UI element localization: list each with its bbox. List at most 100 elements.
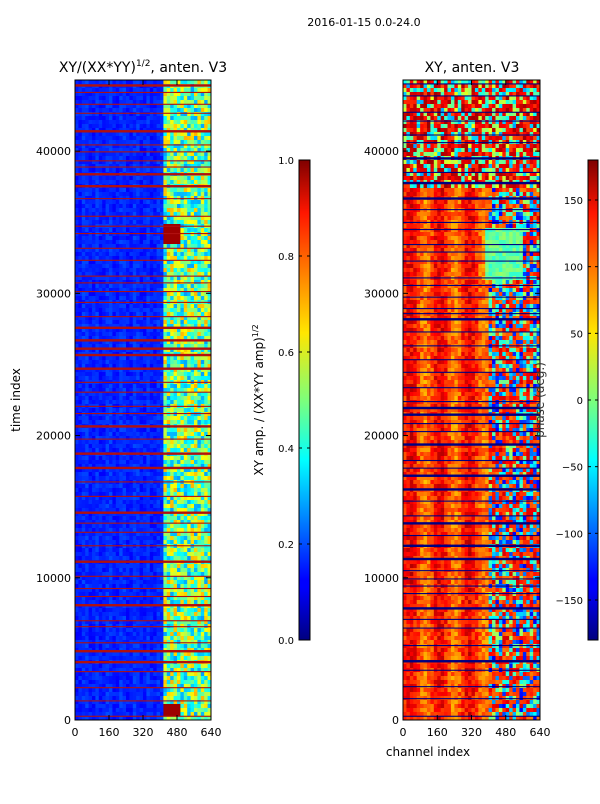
heatmap-cell	[187, 148, 192, 153]
heatmap-cell	[177, 420, 181, 425]
heatmap-cell	[170, 336, 175, 341]
heatmap-cell	[136, 200, 141, 205]
heatmap-cell	[98, 160, 103, 165]
heatmap-cell	[88, 568, 93, 573]
heatmap-cell	[126, 96, 130, 101]
heatmap-cell	[194, 500, 198, 505]
heatmap-cell	[119, 396, 124, 401]
heatmap-cell	[163, 108, 168, 113]
heatmap-cell	[132, 504, 137, 509]
heatmap-cell	[85, 228, 90, 233]
heatmap-cell	[207, 240, 211, 245]
heatmap-cell	[81, 504, 86, 509]
heatmap-cell	[207, 392, 211, 397]
heatmap-cell	[149, 292, 154, 297]
heatmap-cell	[187, 104, 192, 109]
heatmap-cell	[109, 244, 113, 249]
heatmap-cell	[204, 212, 209, 217]
heatmap-cell	[200, 496, 205, 501]
heatmap-cell	[200, 512, 205, 517]
heatmap-cell	[129, 216, 134, 221]
heatmap-cell	[197, 136, 202, 141]
heatmap-cell	[180, 144, 185, 149]
heatmap-cell	[88, 116, 93, 121]
heatmap-cell	[197, 120, 202, 125]
heatmap-cell	[187, 228, 192, 233]
heatmap-cell	[194, 276, 198, 281]
heatmap-cell	[122, 368, 127, 373]
heatmap-cell	[153, 164, 158, 169]
heatmap-cell	[88, 96, 93, 101]
heatmap-cell	[183, 456, 188, 461]
heatmap-cell	[160, 564, 164, 569]
heatmap-cell	[200, 152, 205, 157]
heatmap-cell	[200, 364, 205, 369]
heatmap-cell	[98, 152, 103, 157]
heatmap-cell	[173, 280, 178, 285]
heatmap-cell	[153, 364, 158, 369]
heatmap-cell	[139, 556, 144, 561]
heatmap-cell	[78, 524, 83, 529]
heatmap-cell	[207, 100, 211, 105]
heatmap-cell	[95, 460, 100, 465]
heatmap-cell	[105, 500, 110, 505]
heatmap-cell	[187, 460, 192, 465]
heatmap-cell	[197, 396, 202, 401]
heatmap-cell	[156, 208, 161, 213]
heatmap-cell	[95, 276, 100, 281]
heatmap-cell	[190, 296, 195, 301]
heatmap-cell	[177, 124, 181, 129]
heatmap-cell	[173, 484, 178, 489]
heatmap-cell	[122, 436, 127, 441]
heatmap-cell	[200, 272, 205, 277]
heatmap-cell	[160, 132, 164, 137]
heatmap-cell	[136, 236, 141, 241]
heatmap-cell	[153, 332, 158, 337]
heatmap-cell	[194, 232, 198, 237]
heatmap-cell	[149, 204, 154, 209]
heatmap-cell	[187, 168, 192, 173]
heatmap-cell	[197, 472, 202, 477]
heatmap-cell	[166, 348, 171, 353]
heatmap-cell	[139, 516, 144, 521]
heatmap-cell	[163, 132, 168, 137]
heatmap-cell	[98, 140, 103, 145]
heatmap-cell	[200, 448, 205, 453]
heatmap-cell	[160, 232, 164, 237]
heatmap-cell	[194, 432, 198, 437]
heatmap-cell	[136, 392, 141, 397]
heatmap-cell	[170, 188, 175, 193]
heatmap-cell	[105, 228, 110, 233]
heatmap-cell	[197, 240, 202, 245]
heatmap-cell	[170, 464, 175, 469]
heatmap-cell	[190, 520, 195, 525]
heatmap-cell	[177, 236, 181, 241]
heatmap-cell	[190, 248, 195, 253]
heatmap-cell	[129, 292, 134, 297]
heatmap-cell	[177, 492, 181, 497]
heatmap-cell	[146, 120, 151, 125]
heatmap-cell	[119, 316, 124, 321]
heatmap-cell	[112, 236, 117, 241]
heatmap-cell	[115, 136, 120, 141]
heatmap-cell	[146, 412, 151, 417]
heatmap-cell	[75, 264, 79, 269]
heatmap-cell	[119, 140, 124, 145]
heatmap-cell	[78, 236, 83, 241]
heatmap-cell	[173, 268, 178, 273]
heatmap-cell	[194, 460, 198, 465]
heatmap-cell	[119, 176, 124, 181]
heatmap-cell	[115, 572, 120, 577]
heatmap-cell	[156, 536, 161, 541]
heatmap-cell	[75, 464, 79, 469]
heatmap-cell	[194, 124, 198, 129]
heatmap-cell	[187, 524, 192, 529]
heatmap-cell	[143, 532, 147, 537]
heatmap-cell	[153, 548, 158, 553]
heatmap-cell	[78, 332, 83, 337]
heatmap-cell	[173, 204, 178, 209]
heatmap-cell	[102, 124, 107, 129]
heatmap-cell	[156, 120, 161, 125]
heatmap-cell	[207, 504, 211, 509]
heatmap-cell	[143, 192, 147, 197]
